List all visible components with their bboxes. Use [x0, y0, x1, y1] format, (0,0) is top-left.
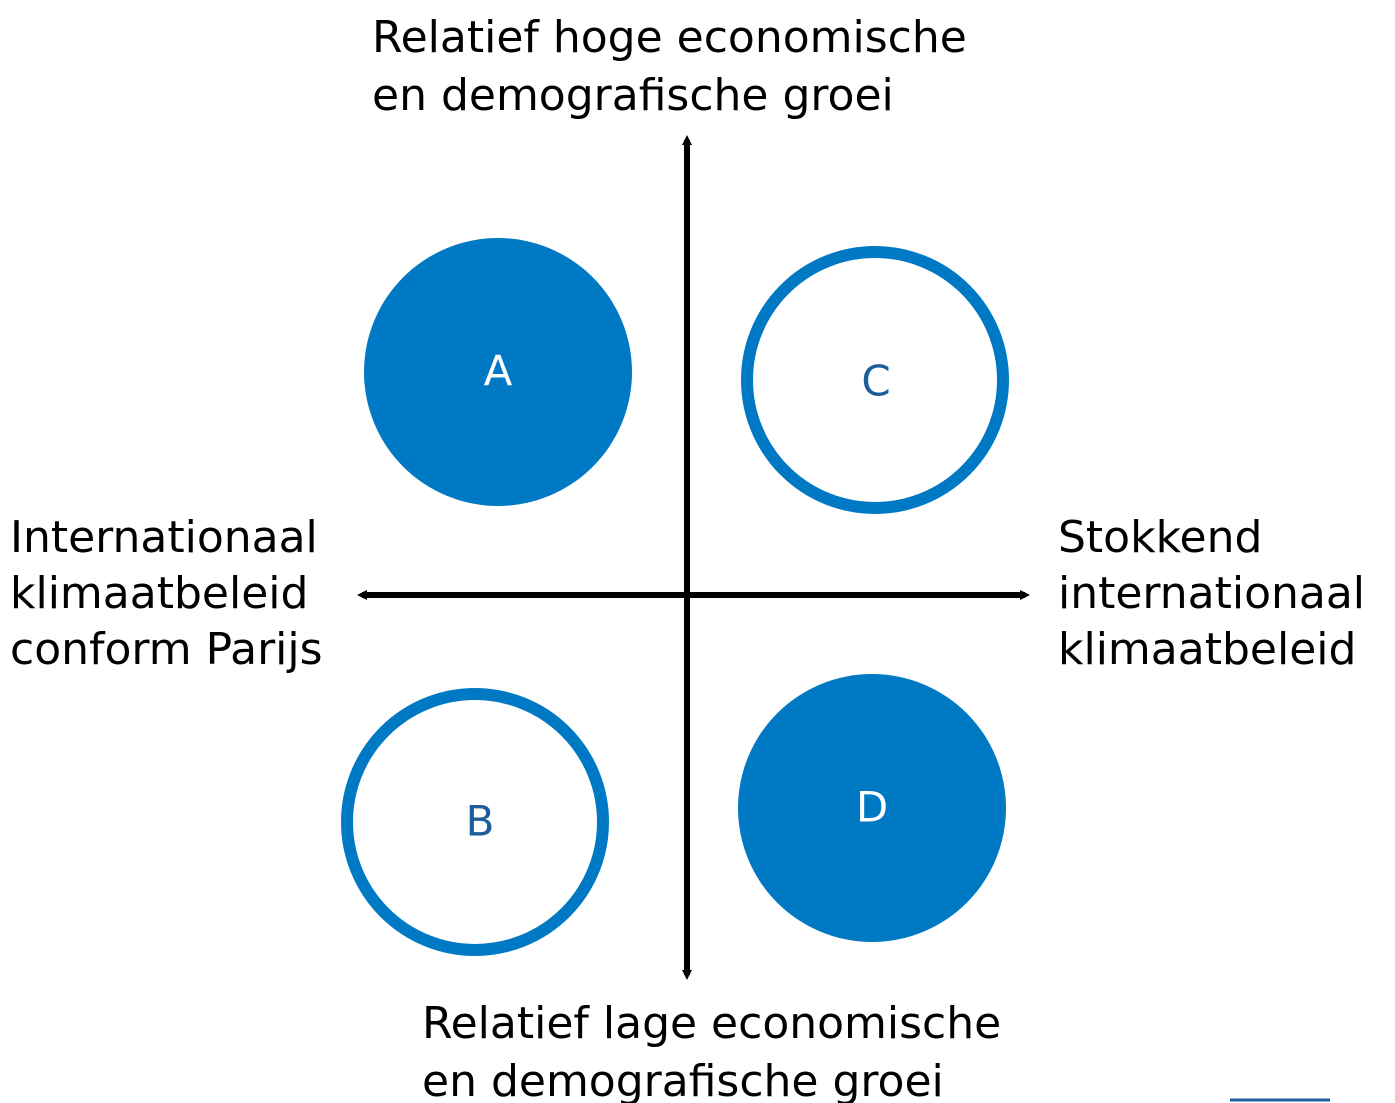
axis-label: Relatief lage economische [422, 998, 1001, 1049]
node-label: D [856, 783, 888, 832]
scenario-circle [364, 238, 632, 506]
scenario-circle [738, 674, 1006, 942]
axis-label: Relatief hoge economische [372, 12, 967, 63]
axis-label: klimaatbeleid [1058, 624, 1356, 675]
axis-label: Stokkend [1058, 512, 1262, 563]
scenario-circle [741, 246, 1009, 514]
node-label: C [861, 357, 890, 406]
axis-label: internationaal [1058, 568, 1365, 619]
scenario-circle [341, 688, 609, 956]
axis-label: en demografische groei [422, 1056, 944, 1103]
node-label: A [484, 347, 513, 396]
axis-label: Internationaal [10, 512, 318, 563]
axis-label: klimaatbeleid [10, 568, 308, 619]
axis-label: en demografische groei [372, 70, 894, 121]
node-label: B [466, 797, 495, 846]
axis-label: conform Parijs [10, 624, 323, 675]
